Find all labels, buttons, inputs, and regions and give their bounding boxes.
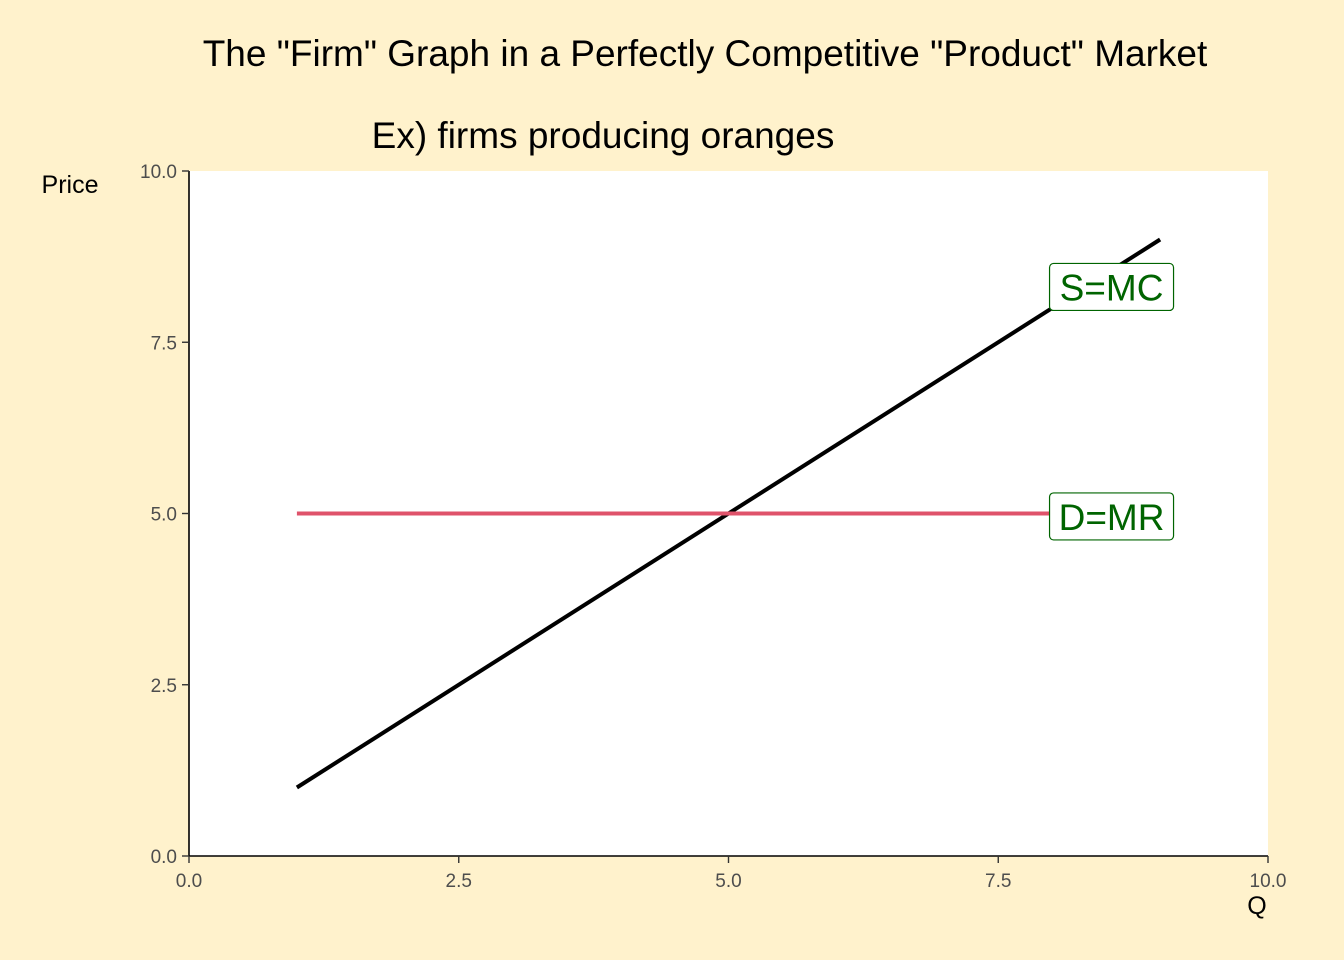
x-tick-label: 10.0 (1250, 871, 1287, 892)
y-tick-label: 7.5 (151, 333, 177, 354)
x-axis-label: Q (1247, 892, 1266, 920)
curve-label-text: S=MC (1060, 267, 1164, 308)
x-tick-label: 5.0 (715, 871, 741, 892)
curve-label-text: D=MR (1059, 497, 1165, 538)
x-tick-label: 7.5 (985, 871, 1011, 892)
y-tick-label: 5.0 (151, 505, 177, 526)
axes: 0.0 2.5 5.0 7.5 10.0 0.0 2.5 5.0 7.5 10.0 (140, 162, 1286, 892)
y-tick-label: 10.0 (140, 162, 177, 183)
y-tick-label: 2.5 (151, 676, 177, 697)
x-tick-label: 2.5 (446, 871, 472, 892)
chart-title: The "Firm" Graph in a Perfectly Competit… (203, 33, 1208, 74)
curve-label-box (1048, 262, 1175, 312)
curve-label-d-mr: D=MR (1048, 492, 1175, 541)
x-tick-label: 0.0 (176, 871, 202, 892)
series-layer (295, 237, 1162, 790)
curve-label-box (1048, 492, 1175, 541)
curve-label-s-mc: S=MC (1048, 262, 1175, 312)
curve-labels: S=MC D=MR (1048, 262, 1175, 541)
y-axis-label: Price (42, 171, 99, 199)
y-tick-label: 0.0 (151, 847, 177, 868)
chart-subtitle: Ex) firms producing oranges (372, 115, 835, 156)
